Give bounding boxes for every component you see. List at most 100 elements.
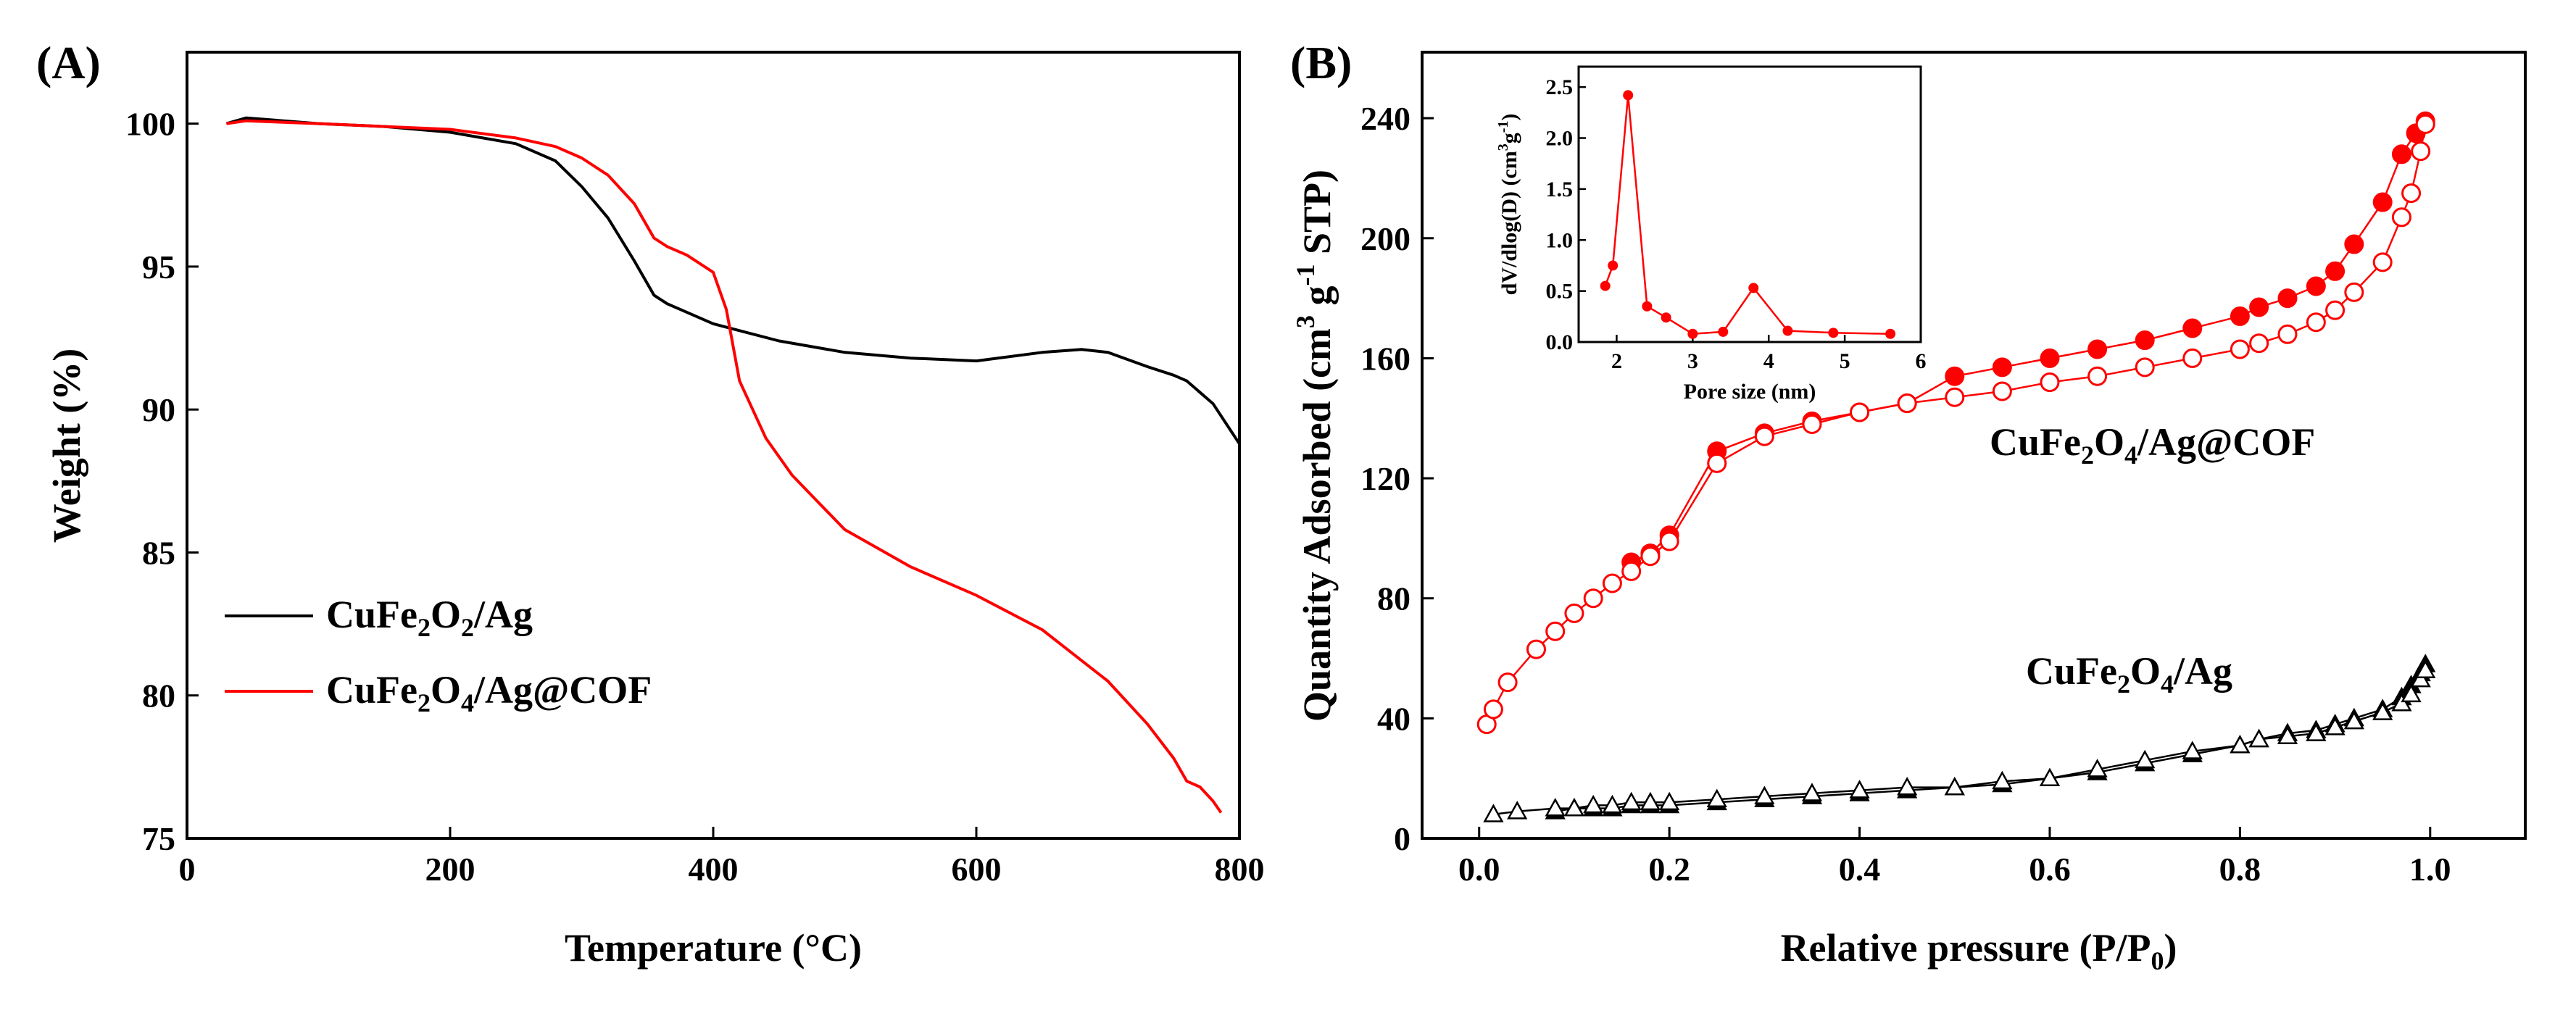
inset-data-point	[1828, 328, 1839, 338]
inset-y-tick-label: 2.0	[1546, 127, 1574, 151]
x-tick-label: 400	[689, 851, 739, 888]
inset-data-point	[1642, 301, 1653, 312]
data-point	[2372, 252, 2393, 272]
data-point	[1545, 621, 1566, 641]
panel-b: (B) 0.0 0.2 0.4 0.6 0.8 1.0 04080120160200240…	[1290, 37, 2527, 975]
series-3	[1545, 654, 2436, 820]
series-2	[1476, 114, 2435, 735]
inset-y-tick-label: 1.0	[1546, 228, 1574, 252]
inset-x-tick-label: 2	[1611, 349, 1622, 373]
data-point	[2087, 759, 2108, 778]
data-point	[1497, 672, 1518, 693]
data-point	[1659, 531, 1679, 551]
y-tick-label: 0	[1394, 820, 1410, 857]
y-tick-label: 120	[1360, 460, 1410, 497]
data-point	[1850, 402, 1870, 422]
legend-label-cufe2o4-ag-cof: CuFe2O4/Ag@COF	[326, 668, 652, 717]
series-label-cufe2o4-ag-cof: CuFe2O4/Ag@COF	[1990, 420, 2315, 470]
inset-y-axis-label: dV/dlog(D) (cm3g-1)	[1495, 114, 1521, 296]
data-point	[2325, 261, 2346, 281]
data-point	[1945, 366, 1965, 386]
data-point	[1602, 573, 1622, 593]
data-point	[1754, 426, 1774, 446]
data-point	[1992, 357, 2012, 378]
panel-b-label: (B)	[1290, 37, 1352, 88]
data-point	[2182, 741, 2203, 759]
data-point	[2401, 183, 2422, 204]
inset-x-tick-label: 3	[1687, 349, 1698, 373]
data-point	[2277, 324, 2298, 344]
panel-a-label: (A)	[36, 37, 101, 88]
data-point	[1707, 453, 1727, 473]
data-point	[1583, 588, 1603, 609]
series-label-cufe2o4-ag: CuFe2O4/Ag	[2026, 649, 2232, 699]
inset-data-point	[1608, 260, 1619, 271]
x-tick-label: 200	[425, 851, 475, 888]
y-tick-label: 80	[1377, 580, 1410, 617]
inset-x-tick-label: 5	[1840, 349, 1850, 373]
data-point	[1507, 801, 1528, 820]
x-tick-label: 0.8	[2219, 851, 2261, 888]
series-line-cufe2o4-ag-cof	[226, 119, 1223, 814]
data-point	[1945, 387, 1965, 407]
data-point	[2344, 234, 2364, 254]
panel-b-y-ticks: 0 40 80 120 160 200 240	[1360, 100, 1434, 857]
y-tick-label: 95	[142, 249, 175, 285]
data-point	[2344, 282, 2364, 302]
data-point	[1621, 791, 1642, 811]
inset-series	[1600, 90, 1896, 339]
series-line-cufe2o2-ag	[225, 116, 1241, 445]
data-point	[1897, 393, 1917, 414]
inset-data-point	[1748, 283, 1759, 293]
inset-x-tick-label: 6	[1916, 349, 1927, 373]
inset-x-tick-label: 4	[1763, 349, 1774, 373]
panel-a-y-ticks: 75 80 85 90 95 100	[125, 106, 199, 857]
inset-data-point	[1718, 326, 1729, 337]
data-point	[2087, 339, 2108, 359]
data-point	[2391, 693, 2412, 712]
data-point	[2306, 312, 2326, 333]
data-point	[2135, 749, 2156, 769]
data-point	[1754, 785, 1775, 804]
panel-b-x-ticks: 0.0 0.2 0.4 0.6 0.8 1.0	[1458, 827, 2451, 888]
data-point	[1659, 791, 1680, 811]
data-point	[1992, 770, 2013, 790]
data-point	[2249, 297, 2269, 317]
y-tick-label: 200	[1360, 220, 1410, 257]
inset-data-point	[1885, 328, 1896, 339]
panel-b-frame	[1421, 51, 2527, 840]
inset-series-line	[1604, 95, 1891, 335]
panel-a-x-axis-label: Temperature (°C)	[565, 926, 862, 970]
data-point	[2410, 668, 2431, 688]
y-tick-label: 75	[142, 820, 175, 857]
y-tick-label: 90	[142, 391, 175, 428]
y-tick-label: 85	[142, 534, 175, 571]
x-tick-label: 0.6	[2029, 851, 2071, 888]
panel-a-y-axis-label: Weight (%)	[45, 349, 88, 543]
data-point	[2230, 735, 2251, 754]
legend-label-cufe2o2-ag: CuFe2O2/Ag	[326, 593, 533, 642]
y-tick-label: 160	[1360, 340, 1410, 377]
x-tick-label: 600	[952, 851, 1002, 888]
data-point	[2401, 683, 2422, 703]
data-point	[2135, 330, 2155, 351]
data-point	[2415, 659, 2436, 678]
data-point	[2040, 372, 2060, 393]
data-point	[2325, 300, 2346, 320]
data-point	[2135, 357, 2155, 378]
inset-frame	[1577, 65, 1922, 343]
panel-a-legend: CuFe2O2/Ag CuFe2O4/Ag@COF	[225, 593, 652, 717]
x-tick-label: 0	[179, 851, 196, 888]
data-point	[1640, 791, 1661, 811]
inset-data-point	[1600, 280, 1611, 291]
panel-b-y-axis-label: Quantity Adsorbed (cm3 g-1 STP)	[1291, 170, 1339, 722]
inset-x-ticks: 2 3 4 5 6	[1611, 335, 1927, 373]
x-tick-label: 800	[1215, 851, 1265, 888]
inset-data-point	[1661, 312, 1671, 323]
data-point	[2372, 701, 2393, 720]
data-point	[1483, 804, 1504, 822]
data-point	[1564, 603, 1584, 623]
panel-a: (A) 0 200 400 600 800 75 80 85 90 95 100 Temperat…	[36, 37, 1265, 970]
y-tick-label: 100	[125, 106, 175, 143]
